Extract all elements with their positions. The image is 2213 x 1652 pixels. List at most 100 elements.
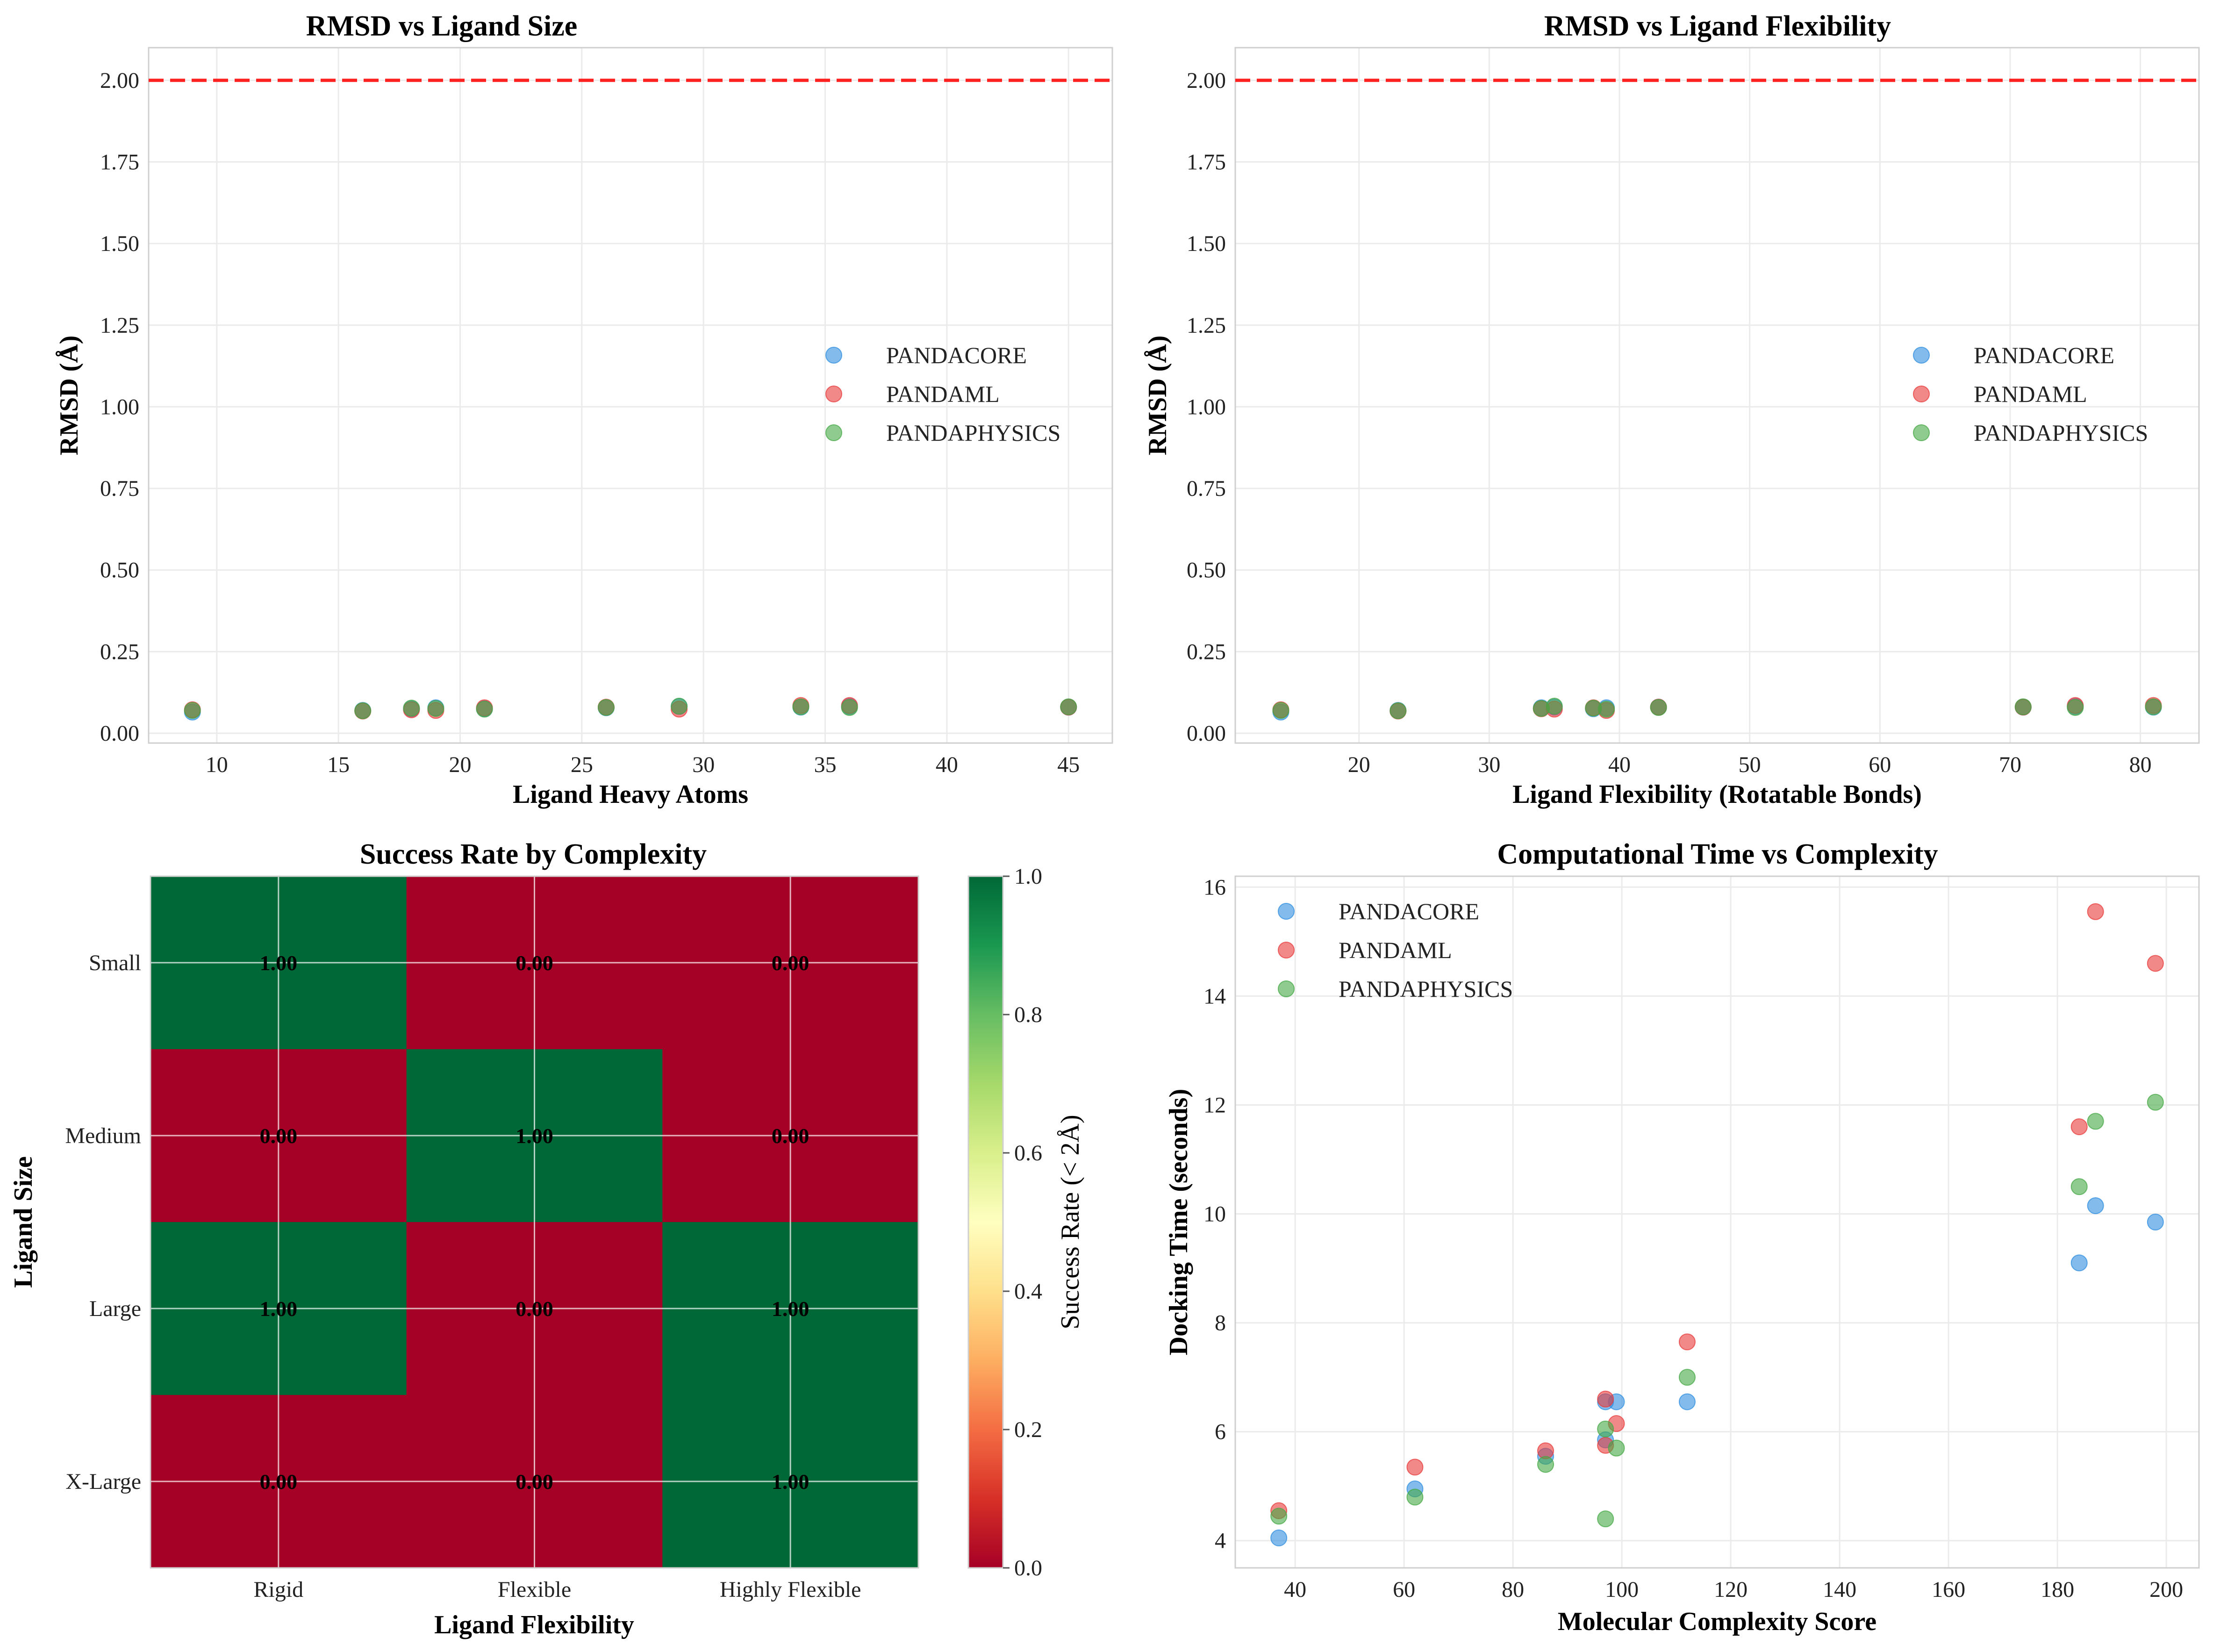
point-pandaphysics <box>597 699 615 716</box>
y-tick-label: 14 <box>1203 984 1226 1008</box>
point-pandaphysics <box>1650 699 1667 716</box>
column-label: Highly Flexible <box>720 1577 861 1602</box>
cell-value-label: 0.00 <box>516 1297 553 1321</box>
x-tick-label: 160 <box>1932 1577 1965 1602</box>
point-pandaphysics <box>184 702 201 719</box>
x-tick-label: 120 <box>1714 1577 1747 1602</box>
y-tick-label: 0.50 <box>100 558 139 583</box>
legend-marker-pandaphysics <box>1278 980 1295 997</box>
point-pandaml <box>1678 1333 1696 1351</box>
column-label: Flexible <box>498 1577 571 1602</box>
point-pandaphysics <box>1597 1510 1614 1528</box>
panel-success-heatmap: Success Rate by Complexity 1.00 0.00 0.00 0… <box>9 838 1085 1639</box>
legend-label: PANDAPHYSICS <box>1339 976 1513 1002</box>
legend-label: PANDAML <box>886 381 1000 407</box>
point-pandaphysics <box>1272 702 1289 719</box>
point-pandaphysics <box>841 699 858 716</box>
x-tick-label: 10 <box>206 752 228 777</box>
colorbar <box>967 875 1004 1569</box>
point-pandaml <box>1406 1459 1424 1476</box>
x-tick-label: 20 <box>449 752 472 777</box>
legend-marker-pandacore <box>1913 347 1930 364</box>
panel-rmsd-vs-flexibility: RMSD vs Ligand Flexibility 20 30 40 50 60 70 8… <box>1143 10 2200 809</box>
y-tick-label: 1.75 <box>100 150 139 175</box>
panel4-ylabel: Docking Time (seconds) <box>1164 1089 1193 1355</box>
panel-time-vs-complexity: Computational Time vs Complexity 40 60 80 1… <box>1164 838 2200 1636</box>
legend-marker-pandaphysics <box>825 424 842 441</box>
point-pandaphysics <box>2014 698 2032 715</box>
point-pandaphysics <box>1270 1508 1288 1525</box>
point-pandaphysics <box>1598 701 1615 718</box>
point-pandaphysics <box>2087 1113 2104 1130</box>
point-pandaphysics <box>1546 698 1563 715</box>
point-pandaphysics <box>1678 1369 1696 1386</box>
y-tick-label: 0.75 <box>1187 476 1226 501</box>
y-tick-label: 0.00 <box>1187 721 1226 746</box>
point-pandaphysics <box>671 698 688 715</box>
cell-value-label: 0.00 <box>772 951 809 975</box>
point-pandaphysics <box>476 701 493 718</box>
cell-value-label: 1.00 <box>516 1124 553 1148</box>
colorbar-tick-label: 0.2 <box>1014 1417 1042 1442</box>
x-tick-label: 35 <box>814 752 837 777</box>
y-tick-label: 1.50 <box>100 231 139 256</box>
panel1-title: RMSD vs Ligand Size <box>306 10 577 42</box>
x-tick-label: 15 <box>327 752 350 777</box>
x-tick-label: 80 <box>2129 752 2152 777</box>
legend-marker-pandacore <box>1278 903 1295 920</box>
point-pandacore <box>2087 1197 2104 1215</box>
cell-value-label: 0.00 <box>516 1470 553 1494</box>
legend-marker-pandaml <box>1278 942 1295 958</box>
point-pandaphysics <box>1060 698 1077 715</box>
point-pandaphysics <box>1608 1439 1625 1457</box>
y-tick-label: 0.00 <box>100 721 139 746</box>
point-pandaml <box>2147 955 2164 972</box>
cell-value-label: 0.00 <box>772 1124 809 1148</box>
x-tick-label: 40 <box>1284 1577 1306 1602</box>
x-tick-label: 25 <box>571 752 593 777</box>
point-pandaphysics <box>1537 1456 1554 1473</box>
point-pandaml <box>2087 903 2104 920</box>
cell-value-label: 1.00 <box>260 951 298 975</box>
colorbar-tick-label: 0.8 <box>1014 1002 1042 1027</box>
panel2-legend: PANDACORE PANDAML PANDAPHYSICS <box>1913 342 2148 446</box>
y-tick-label: 1.25 <box>100 313 139 338</box>
y-tick-label: 0.50 <box>1187 558 1226 583</box>
point-pandaphysics <box>1597 1420 1614 1437</box>
point-pandaphysics <box>2147 1094 2164 1111</box>
row-label: Large <box>89 1296 141 1321</box>
y-tick-label: 4 <box>1215 1529 1226 1553</box>
y-tick-label: 0.75 <box>100 476 139 501</box>
panel3-ylabel: Ligand Size <box>9 1156 38 1288</box>
cell-value-label: 1.00 <box>772 1297 809 1321</box>
x-tick-label: 60 <box>1393 1577 1415 1602</box>
y-tick-label: 12 <box>1203 1093 1226 1117</box>
legend-label: PANDACORE <box>886 342 1027 368</box>
cell-value-label: 0.00 <box>260 1470 298 1494</box>
panel1-ylabel: RMSD (Å) <box>55 336 84 456</box>
y-tick-label: 1.75 <box>1187 150 1226 175</box>
legend-marker-pandaphysics <box>1913 424 1930 441</box>
x-tick-label: 140 <box>1823 1577 1856 1602</box>
point-pandaphysics <box>1406 1488 1424 1506</box>
x-tick-label: 40 <box>936 752 958 777</box>
y-tick-label: 0.25 <box>1187 639 1226 664</box>
point-pandaphysics <box>403 700 420 717</box>
point-pandaphysics <box>792 698 809 715</box>
x-tick-label: 180 <box>2041 1577 2074 1602</box>
y-tick-label: 2.00 <box>100 68 139 93</box>
point-pandacore <box>1678 1393 1696 1410</box>
y-tick-label: 8 <box>1215 1311 1226 1336</box>
panel3-title: Success Rate by Complexity <box>360 838 707 870</box>
point-pandaphysics <box>2067 699 2084 716</box>
y-tick-label: 1.50 <box>1187 231 1226 256</box>
panel2-xlabel: Ligand Flexibility (Rotatable Bonds) <box>1512 780 1922 809</box>
row-label: Medium <box>65 1123 141 1148</box>
column-label: Rigid <box>253 1577 303 1602</box>
y-tick-label: 2.00 <box>1187 68 1226 93</box>
panel1-frame <box>148 47 1113 744</box>
legend-marker-pandacore <box>825 347 842 364</box>
legend-label: PANDAPHYSICS <box>1974 420 2148 446</box>
cell-value-label: 0.00 <box>516 951 553 975</box>
row-label: X-Large <box>65 1469 141 1494</box>
